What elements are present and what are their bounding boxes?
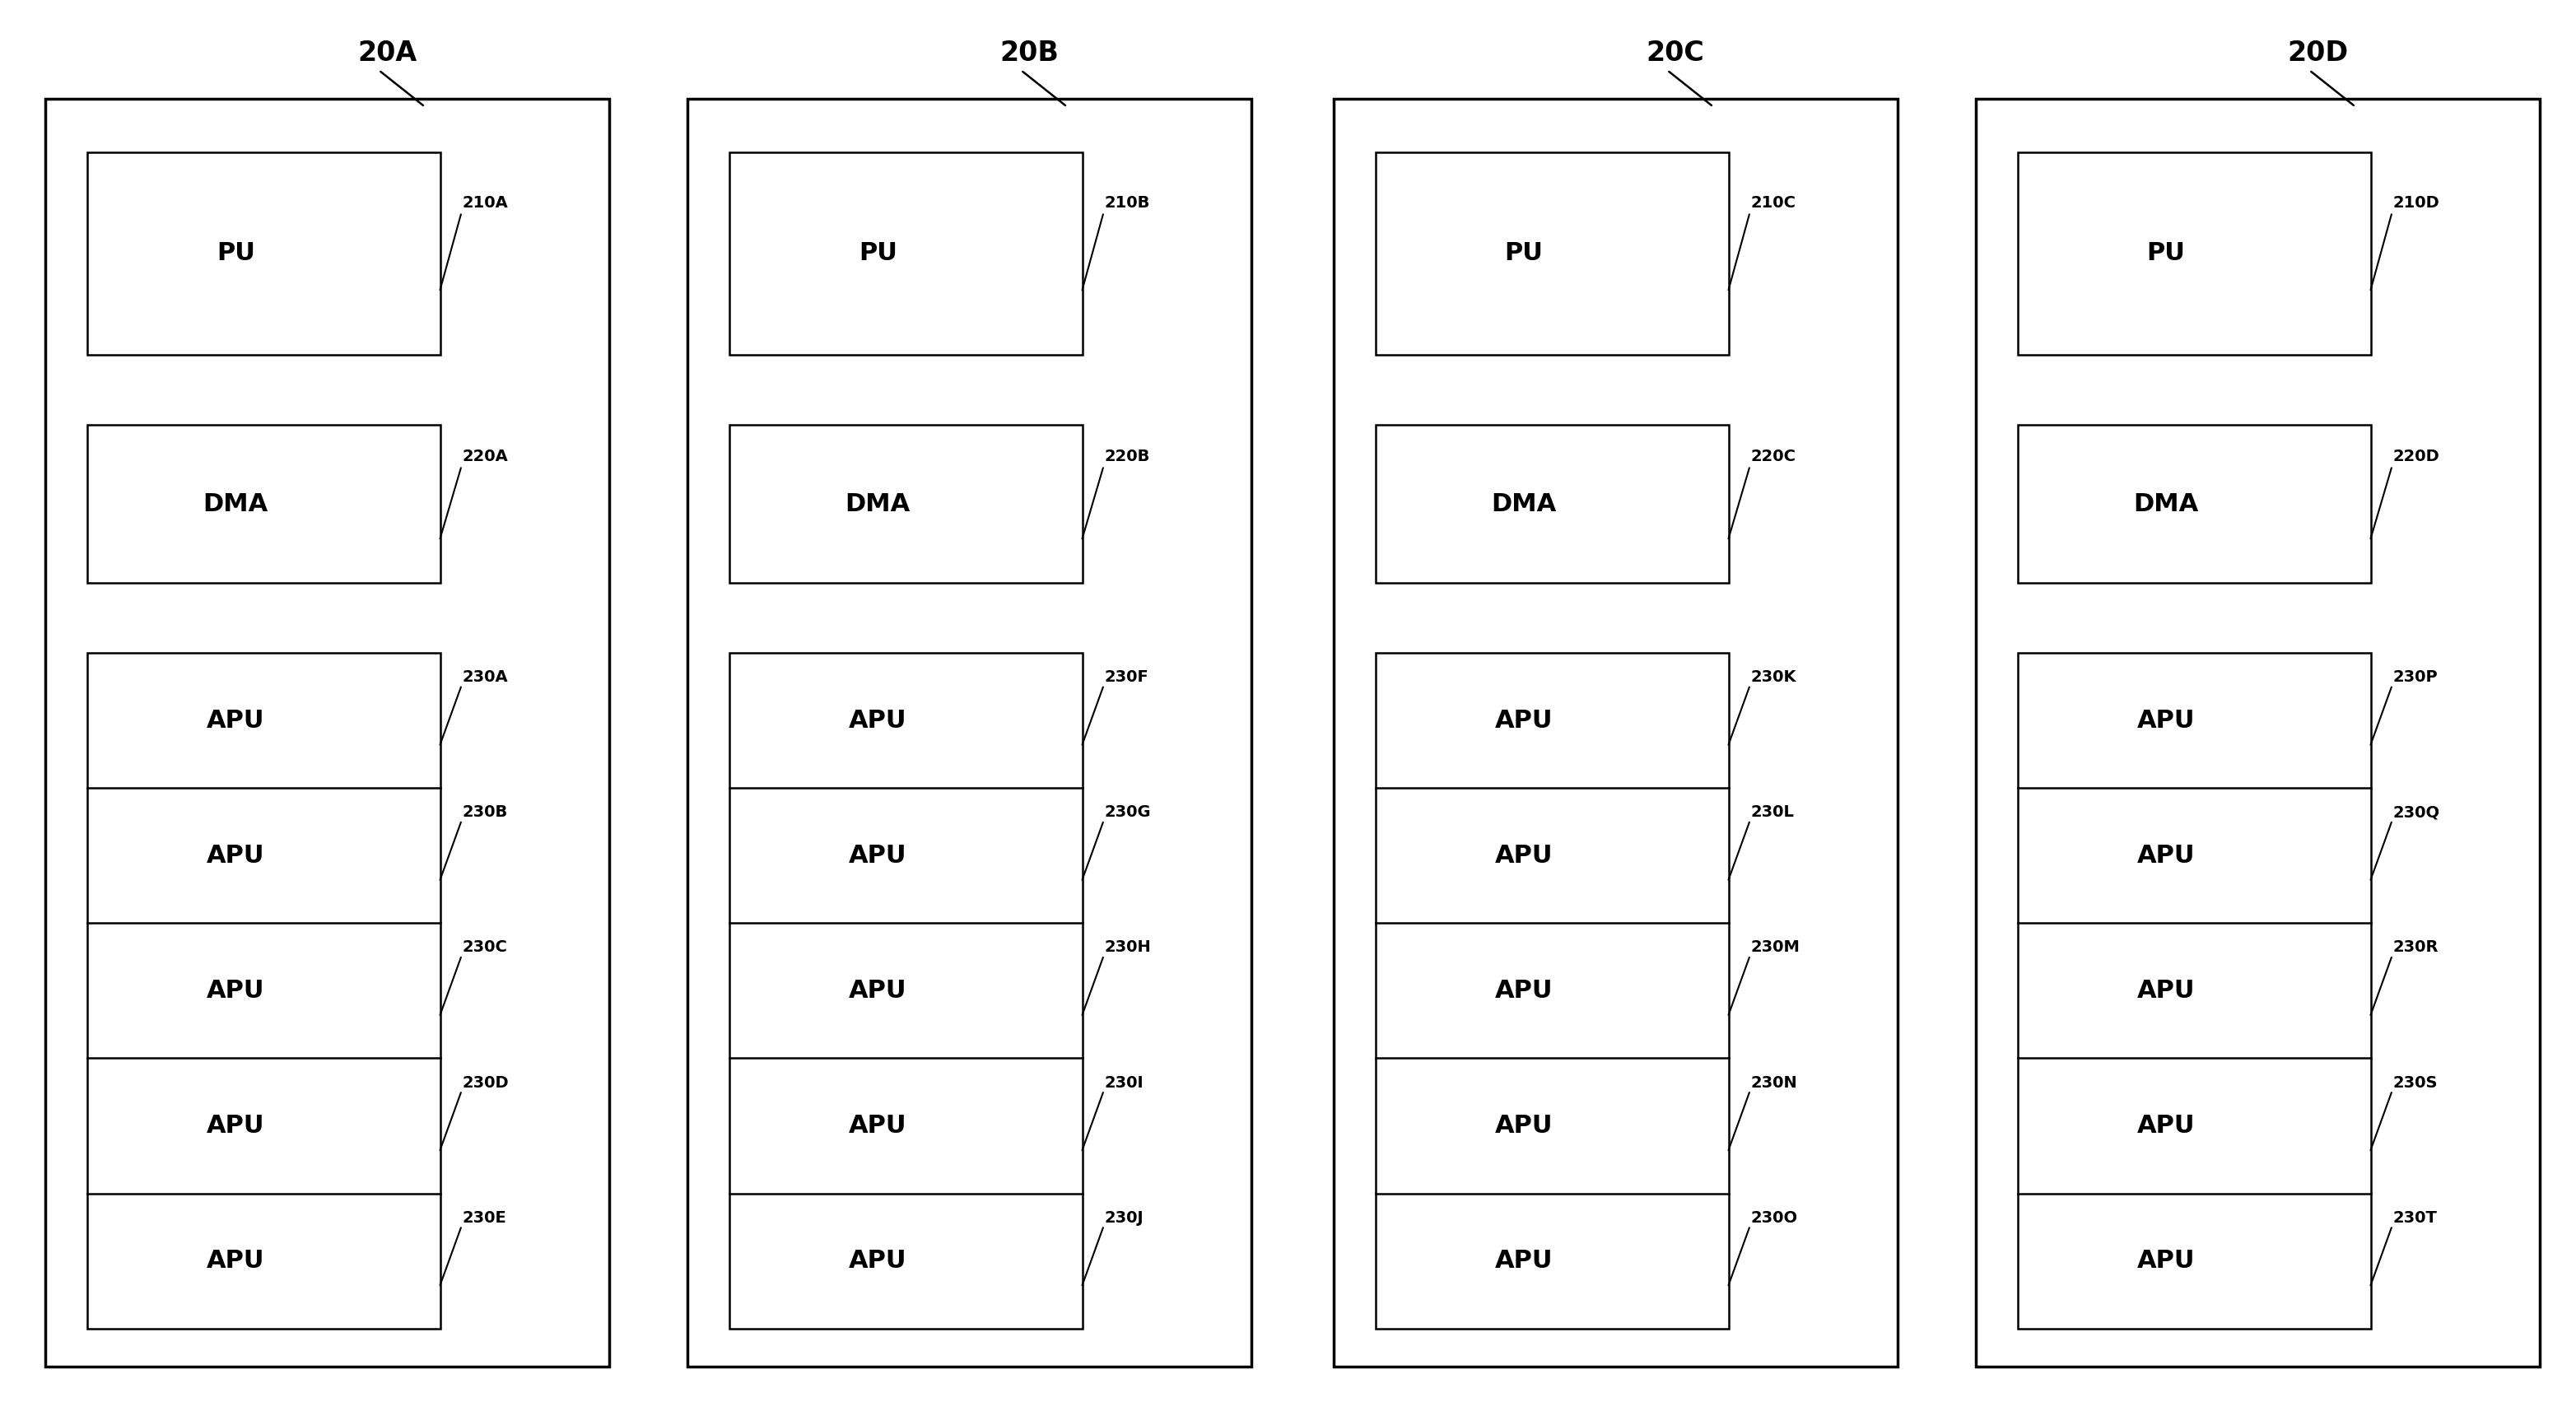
Bar (2017, 425, 2370, 583)
Bar (88, 152, 440, 355)
Text: 230T: 230T (2393, 1209, 2437, 1226)
Text: DMA: DMA (2133, 491, 2200, 515)
Text: 230A: 230A (464, 670, 507, 685)
Bar (729, 653, 1082, 1328)
Text: APU: APU (1494, 978, 1553, 1003)
Text: APU: APU (1494, 1249, 1553, 1273)
Text: 20A: 20A (358, 40, 417, 67)
Text: 230L: 230L (1752, 804, 1795, 820)
Text: APU: APU (1494, 844, 1553, 868)
Text: 230J: 230J (1105, 1209, 1144, 1226)
Text: 220D: 220D (2393, 449, 2439, 464)
Text: 230P: 230P (2393, 670, 2437, 685)
Text: APU: APU (1494, 708, 1553, 732)
Text: 210D: 210D (2393, 195, 2439, 211)
Text: 230O: 230O (1752, 1209, 1798, 1226)
Bar (2017, 152, 2370, 355)
Text: PU: PU (858, 242, 896, 265)
Text: 230M: 230M (1752, 940, 1801, 956)
Text: 230S: 230S (2393, 1075, 2437, 1090)
Text: APU: APU (848, 708, 907, 732)
Text: 230B: 230B (464, 804, 507, 820)
Text: APU: APU (1494, 1114, 1553, 1138)
Text: 230G: 230G (1105, 804, 1151, 820)
Text: 230K: 230K (1752, 670, 1795, 685)
Bar (729, 152, 1082, 355)
Text: APU: APU (2138, 708, 2195, 732)
Text: APU: APU (848, 844, 907, 868)
Text: 20D: 20D (2287, 40, 2349, 67)
Text: DMA: DMA (1492, 491, 1556, 515)
Text: 230H: 230H (1105, 940, 1151, 956)
Text: APU: APU (206, 1249, 265, 1273)
Text: 230Q: 230Q (2393, 804, 2439, 820)
Bar (1334, 99, 1899, 1366)
Bar (1976, 99, 2540, 1366)
Text: APU: APU (206, 1114, 265, 1138)
Text: 20C: 20C (1646, 40, 1705, 67)
Text: APU: APU (2138, 1114, 2195, 1138)
Text: APU: APU (848, 1114, 907, 1138)
Text: DMA: DMA (845, 491, 909, 515)
Bar (1376, 152, 1728, 355)
Text: 20B: 20B (999, 40, 1059, 67)
Text: 230N: 230N (1752, 1075, 1798, 1090)
Text: 230R: 230R (2393, 940, 2439, 956)
Text: 230C: 230C (464, 940, 507, 956)
Text: APU: APU (206, 844, 265, 868)
Text: 230I: 230I (1105, 1075, 1144, 1090)
Bar (88, 425, 440, 583)
Text: PU: PU (2146, 242, 2184, 265)
Bar (1376, 653, 1728, 1328)
Text: APU: APU (848, 978, 907, 1003)
Text: 210A: 210A (464, 195, 507, 211)
Text: 220B: 220B (1105, 449, 1151, 464)
Text: APU: APU (848, 1249, 907, 1273)
Text: 210B: 210B (1105, 195, 1151, 211)
Text: 230E: 230E (464, 1209, 507, 1226)
Text: PU: PU (1504, 242, 1543, 265)
Text: APU: APU (2138, 978, 2195, 1003)
Bar (729, 425, 1082, 583)
Bar (88, 653, 440, 1328)
Text: 230D: 230D (464, 1075, 510, 1090)
Text: DMA: DMA (204, 491, 268, 515)
Text: PU: PU (216, 242, 255, 265)
Text: 220C: 220C (1752, 449, 1795, 464)
Bar (688, 99, 1252, 1366)
Text: APU: APU (206, 978, 265, 1003)
Bar (2017, 653, 2370, 1328)
Text: 230F: 230F (1105, 670, 1149, 685)
Text: APU: APU (206, 708, 265, 732)
Bar (1376, 425, 1728, 583)
Text: APU: APU (2138, 844, 2195, 868)
Text: 210C: 210C (1752, 195, 1795, 211)
Text: APU: APU (2138, 1249, 2195, 1273)
Bar (46, 99, 608, 1366)
Text: 220A: 220A (464, 449, 507, 464)
